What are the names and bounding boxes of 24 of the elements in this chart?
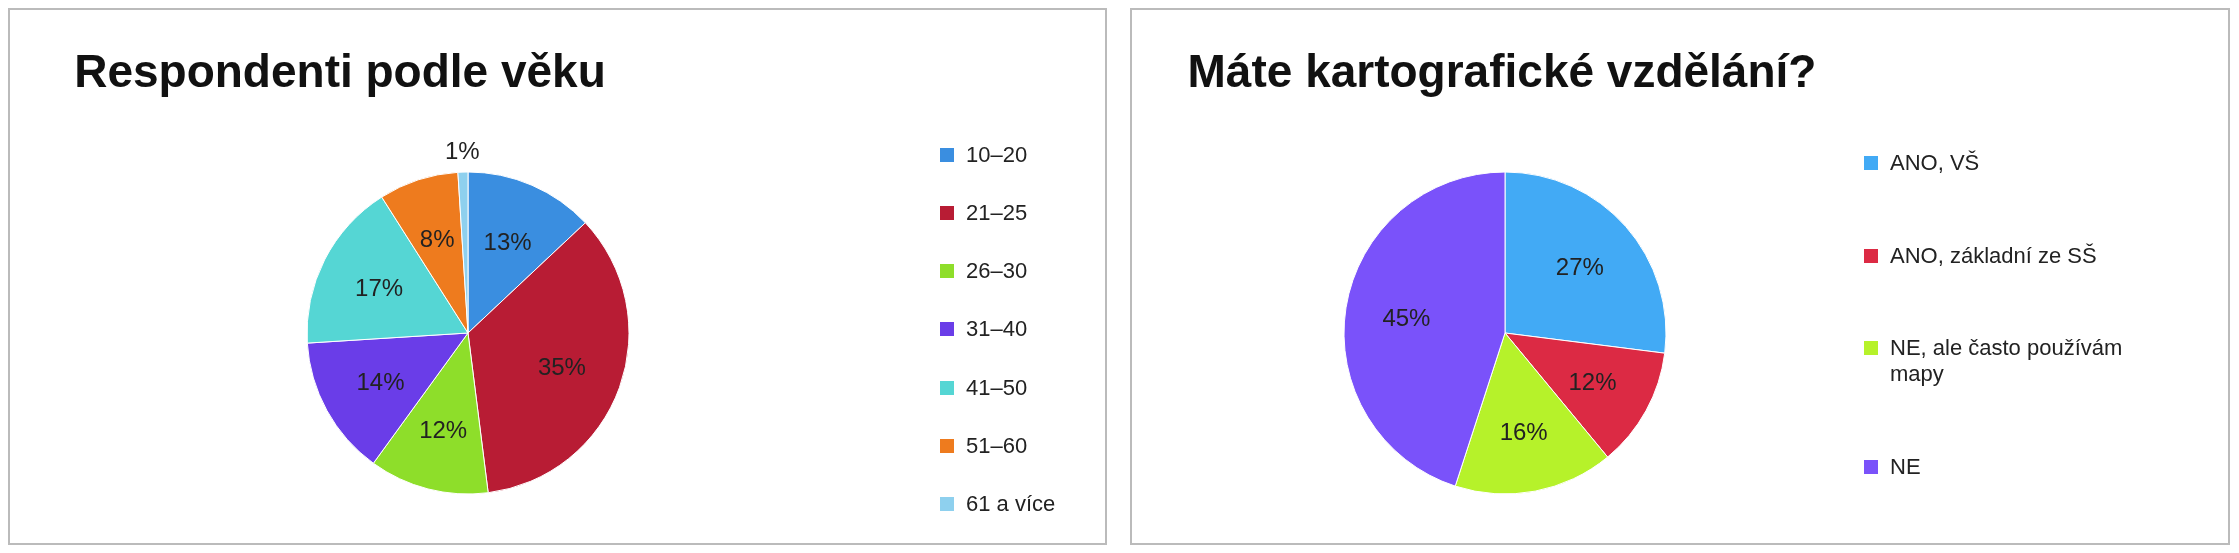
data-label: 8%	[419, 224, 455, 252]
legend-label: NE, ale často používám mapy	[1890, 335, 2124, 388]
chart-title: Máte kartografické vzdělání?	[1186, 44, 1818, 98]
legend-label: ANO, základní ze SŠ	[1890, 242, 2098, 269]
data-label: 14%	[356, 367, 405, 395]
legend-label: NE	[1890, 453, 1922, 480]
data-label: 1%	[444, 136, 480, 164]
legend-label: 51–60	[966, 432, 1029, 459]
data-label: 16%	[1499, 417, 1548, 445]
legend-label: 31–40	[966, 316, 1029, 343]
data-label: 12%	[1568, 367, 1617, 395]
data-label: 17%	[355, 274, 404, 302]
data-label: 12%	[419, 416, 468, 444]
data-label: 13%	[483, 227, 532, 255]
chart-title: Respondenti podle věku	[73, 44, 607, 98]
legend-label: 61 a více	[966, 490, 1057, 517]
data-label: 45%	[1382, 303, 1431, 331]
legend-label: 21–25	[966, 200, 1029, 227]
legend-label: 10–20	[966, 142, 1029, 168]
legend-label: 26–30	[966, 258, 1029, 285]
data-label: 27%	[1555, 253, 1604, 281]
legend-label: ANO, VŠ	[1890, 150, 1981, 176]
data-label: 35%	[537, 353, 586, 381]
legend-label: 41–50	[966, 374, 1029, 401]
